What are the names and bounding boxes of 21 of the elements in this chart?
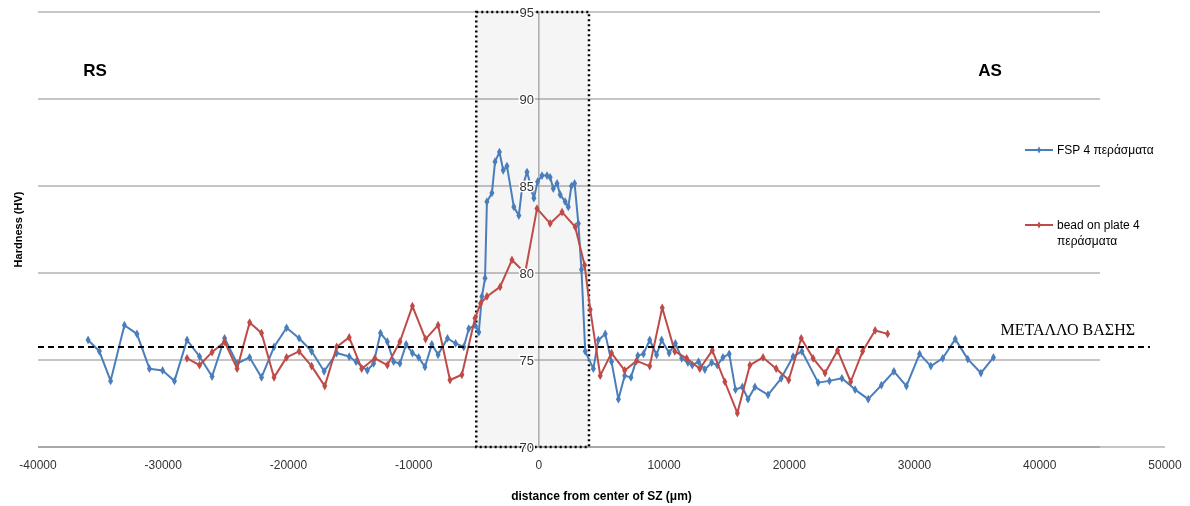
x-tick-label: -10000 [394,458,433,472]
annotation: RS [83,61,107,80]
ref-line-label: ΜΕΤΑΛΛΟ ΒΑΣΗΣ [1000,320,1135,338]
x-tick-label: 50000 [1148,458,1183,472]
x-tick-label: -40000 [19,458,57,472]
y-tick-label: 75 [519,352,534,368]
y-tick-label: 90 [519,91,534,107]
y-axis-title: Hardness (HV) [12,191,24,268]
x-tick-label: -30000 [144,458,183,472]
x-tick-label: 0 [535,458,543,472]
y-tick-label: 80 [519,265,534,281]
annotation: AS [978,61,1002,80]
x-tick-label: 30000 [897,458,932,472]
legend-label: bead on plate 4 περάσματα [1057,218,1141,248]
x-tick-label: 10000 [647,458,682,472]
legend-label: FSP 4 περάσματα [1057,143,1154,158]
x-tick-label: -20000 [269,458,308,472]
x-axis-title: distance from center of SZ (μm) [511,489,692,503]
y-tick-label: 70 [519,439,534,455]
x-tick-label: 20000 [772,458,807,472]
x-tick-label: 40000 [1023,458,1057,472]
